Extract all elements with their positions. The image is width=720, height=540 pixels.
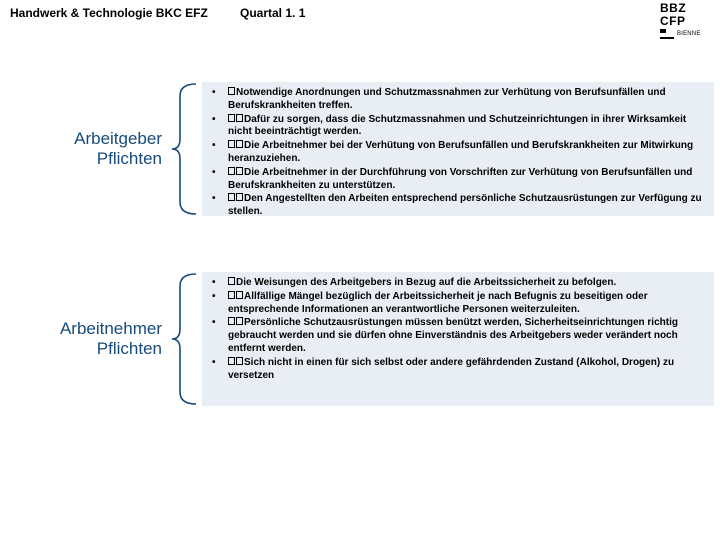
header-mid: Quartal 1. 1 [240,6,305,20]
content-box: Notwendige Anordnungen und Schutzmassnah… [202,82,714,216]
placeholder-glyph-icon [228,277,235,285]
list-item-text: Notwendige Anordnungen und Schutzmassnah… [228,87,666,111]
placeholder-glyph-icon [236,193,243,201]
list-item-text: Die Weisungen des Arbeitgebers in Bezug … [236,277,616,288]
section-label: ArbeitnehmerPflichten [10,272,168,406]
header: Handwerk & Technologie BKC EFZ Quartal 1… [0,0,720,48]
logo-line1: BBZ [660,2,712,15]
content-box: Die Weisungen des Arbeitgebers in Bezug … [202,272,714,406]
placeholder-glyph-icon [228,87,235,95]
placeholder-glyph-icon [228,357,235,365]
placeholder-glyph-icon [228,114,235,122]
bullet-list: Notwendige Anordnungen und Schutzmassnah… [210,87,704,219]
list-item: Persönliche Schutzausrüstungen müssen be… [210,317,704,355]
list-item: Die Weisungen des Arbeitgebers in Bezug … [210,277,704,290]
list-item: Den Angestellten den Arbeiten entspreche… [210,193,704,219]
list-item-text: Persönliche Schutzausrüstungen müssen be… [228,317,678,354]
placeholder-glyph-icon [236,357,243,365]
header-left: Handwerk & Technologie BKC EFZ [10,6,208,20]
list-item: Allfällige Mängel bezüglich der Arbeitss… [210,291,704,317]
list-item: Sich nicht in einen für sich selbst oder… [210,357,704,383]
list-item-text: Die Arbeitnehmer in der Durchführung von… [228,167,692,191]
list-item: Die Arbeitnehmer bei der Verhütung von B… [210,140,704,166]
list-item-text: Den Angestellten den Arbeiten entspreche… [228,193,702,217]
brace-icon [168,82,202,216]
section-2: ArbeitnehmerPflichten Die Weisungen des … [10,272,714,406]
list-item: Die Arbeitnehmer in der Durchführung von… [210,167,704,193]
bullet-list: Die Weisungen des Arbeitgebers in Bezug … [210,277,704,382]
placeholder-glyph-icon [228,140,235,148]
placeholder-glyph-icon [228,291,235,299]
section-1: ArbeitgeberPflichten Notwendige Anordnun… [10,82,714,216]
list-item: Dafür zu sorgen, dass die Schutzmassnahm… [210,114,704,140]
placeholder-glyph-icon [228,317,235,325]
section-label-text: ArbeitgeberPflichten [74,129,162,168]
list-item-text: Sich nicht in einen für sich selbst oder… [228,357,674,381]
section-label-text: ArbeitnehmerPflichten [60,319,162,358]
list-item: Notwendige Anordnungen und Schutzmassnah… [210,87,704,113]
list-item-text: Die Arbeitnehmer bei der Verhütung von B… [228,140,693,164]
brace-icon [168,272,202,406]
list-item-text: Dafür zu sorgen, dass die Schutzmassnahm… [228,114,686,138]
placeholder-glyph-icon [236,167,243,175]
placeholder-glyph-icon [228,193,235,201]
placeholder-glyph-icon [236,114,243,122]
logo: BBZ CFP BIENNE [660,2,712,39]
logo-line2: CFP [660,15,712,28]
placeholder-glyph-icon [236,140,243,148]
placeholder-glyph-icon [236,317,243,325]
logo-city: BIENNE [677,31,701,37]
logo-mark-icon [660,29,674,39]
placeholder-glyph-icon [236,291,243,299]
placeholder-glyph-icon [228,167,235,175]
list-item-text: Allfällige Mängel bezüglich der Arbeitss… [228,291,648,315]
section-label: ArbeitgeberPflichten [10,82,168,216]
